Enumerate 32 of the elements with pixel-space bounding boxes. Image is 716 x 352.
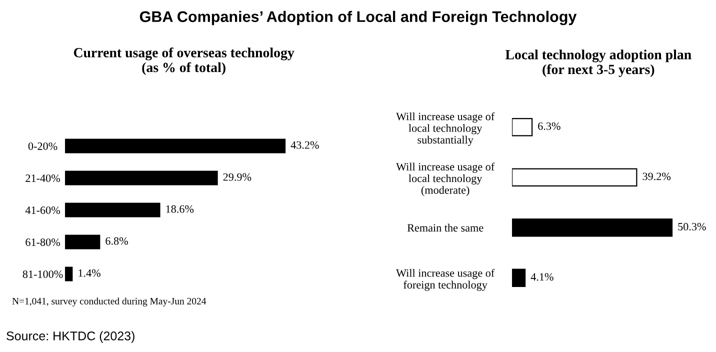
data-label: 43.2% <box>290 141 319 149</box>
data-label: 6.8% <box>106 237 128 245</box>
data-label: 39.2% <box>642 172 671 180</box>
text: N=1,041, survey conducted during May-Jun 2024 <box>12 298 206 306</box>
y-tick-label: 41-60% <box>25 206 60 214</box>
y-tick-label: 21-40% <box>26 174 60 182</box>
data-label: 18.6% <box>166 205 194 213</box>
data-label: 29.9% <box>223 173 252 181</box>
y-tick-label: Remain the same <box>407 224 484 232</box>
chart-title: Current usage of overseas technology (as % of total) <box>74 47 294 75</box>
data-label: 4.1% <box>530 273 554 281</box>
text: GBA Companies’ Adoption of Local and Foreign Technology <box>140 10 577 26</box>
y-tick-label: 61-80% <box>26 238 60 246</box>
y-tick-label: Will increase usage of local technology substantially <box>396 112 495 146</box>
bar <box>512 268 526 287</box>
y-tick-label: 0-20% <box>28 142 58 150</box>
chart-title: Local technology adoption plan (for next 3-5 years) <box>505 50 692 77</box>
y-tick-label: 81-100% <box>22 270 63 278</box>
bar <box>512 168 638 186</box>
source-note: Source: HKTDC (2023) <box>6 331 134 343</box>
data-label: 1.4% <box>78 269 100 277</box>
y-tick-label: Will increase usage of foreign technology <box>396 268 495 291</box>
bar <box>65 202 160 218</box>
y-tick-label: Will increase usage of local technology (moderate) <box>396 162 495 196</box>
bar <box>65 170 218 186</box>
data-label: 50.3% <box>678 222 706 230</box>
bar <box>65 234 100 250</box>
bar <box>512 118 533 136</box>
bar <box>512 218 673 237</box>
data-label: 6.3% <box>538 122 560 130</box>
bar <box>65 138 286 154</box>
bar <box>65 266 73 282</box>
